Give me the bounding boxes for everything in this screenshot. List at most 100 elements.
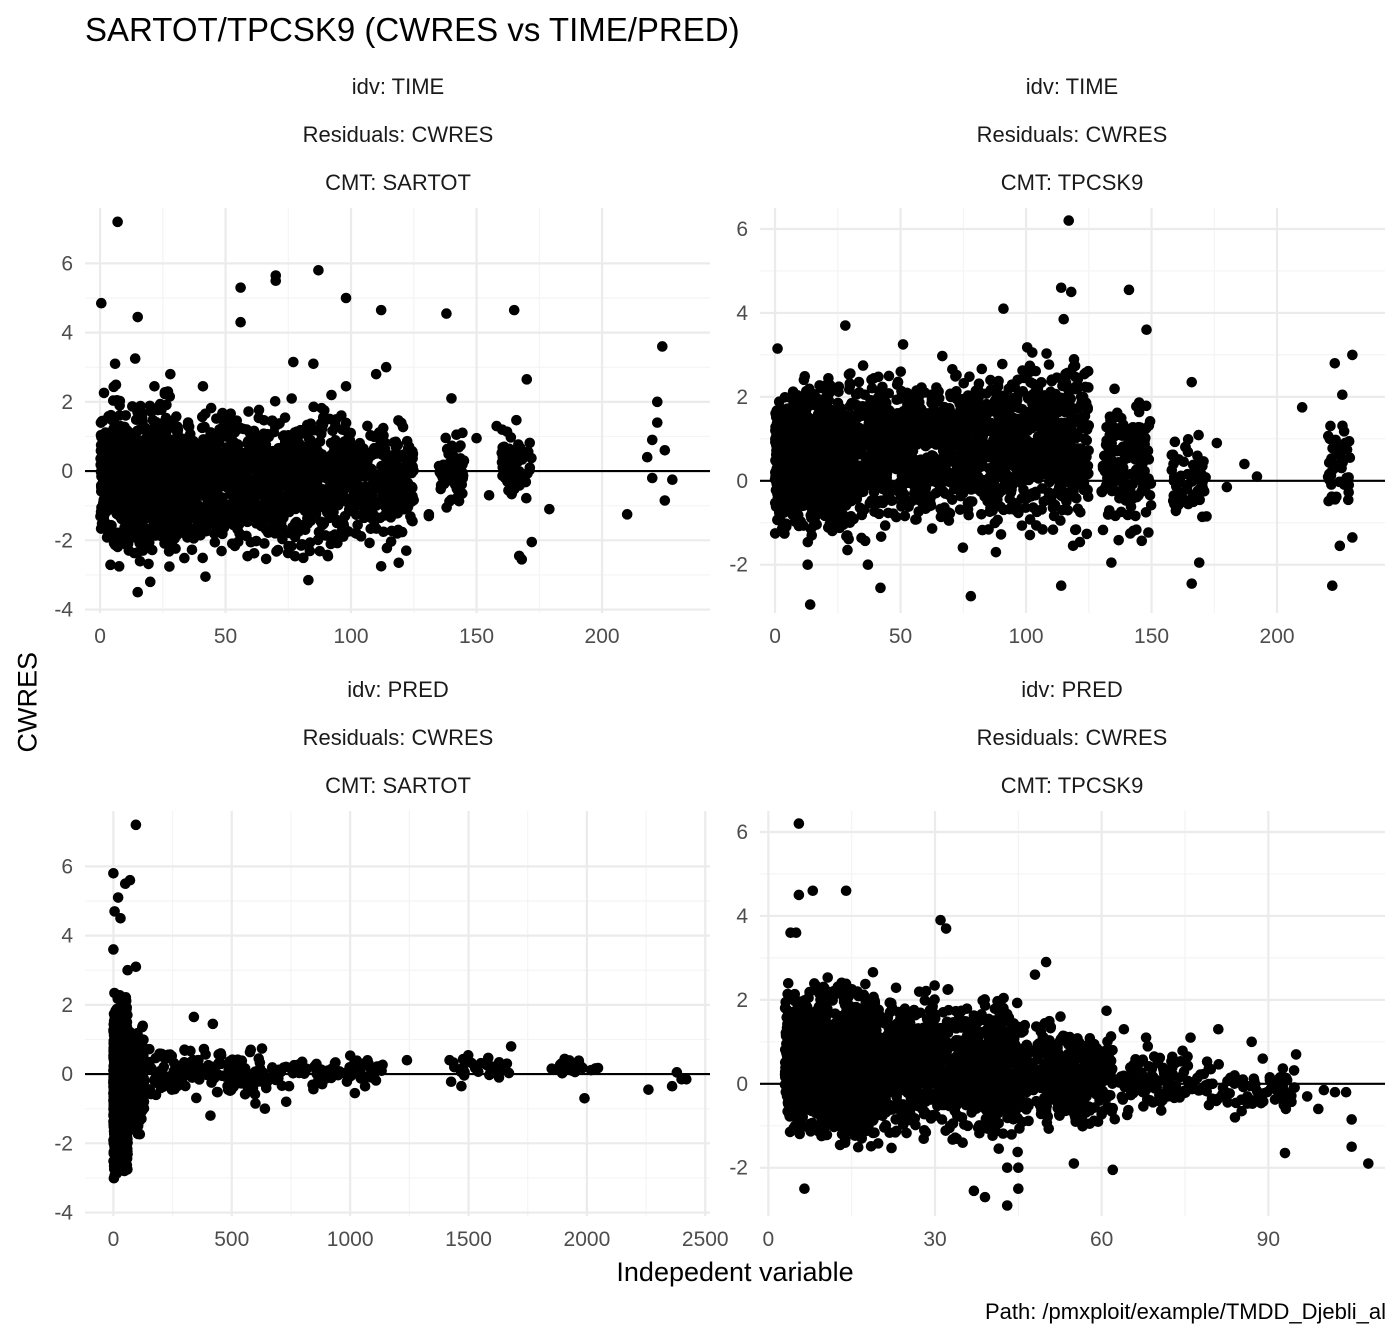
data-point [253,404,265,416]
data-point [985,417,996,429]
data-point [985,374,996,386]
data-point [793,394,804,405]
data-point [385,536,397,547]
data-point [144,454,155,465]
x-tick-label: 100 [334,625,369,648]
data-point [191,499,203,511]
data-point [283,429,294,441]
points-layer [95,216,678,598]
data-point [514,480,525,491]
data-point [779,391,791,403]
data-point [211,438,223,450]
data-point [870,495,882,507]
x-tick-label: 0 [769,625,781,648]
data-point [225,488,236,500]
data-point [651,417,663,428]
data-point [881,420,893,432]
data-point [802,397,813,409]
data-point [866,382,878,394]
data-point [400,545,412,556]
data-point [224,415,235,426]
data-point [219,451,231,463]
data-point [516,554,528,565]
data-point [846,422,858,434]
data-point [95,453,106,464]
data-point [977,524,988,536]
data-point [816,382,828,394]
data-point [953,464,964,476]
data-point [975,416,987,428]
data-point [641,451,653,463]
data-point [859,535,871,547]
data-point [1016,520,1028,531]
data-point [149,380,160,392]
data-point [621,509,633,520]
data-point [824,484,835,496]
data-point [171,529,183,541]
data-point [1038,396,1050,408]
data-point [375,560,387,572]
data-point [297,475,308,487]
data-point [842,544,853,556]
data-point [911,385,922,396]
data-point [508,304,520,316]
data-point [397,421,409,433]
data-point [1060,492,1072,504]
data-point [799,452,811,463]
data-point [178,491,190,502]
data-point [984,487,995,499]
data-point [836,449,848,461]
data-point [1081,528,1093,540]
data-point [964,496,976,507]
data-point [659,495,671,506]
data-point [805,420,816,432]
data-point [253,412,265,424]
data-point [999,429,1011,441]
data-point [218,499,230,511]
data-point [100,442,111,454]
data-point [260,446,271,457]
data-point [1047,524,1059,536]
data-point [189,441,201,452]
data-point [451,429,462,441]
data-point [772,426,783,438]
data-point [270,486,281,498]
data-point [1010,451,1022,462]
data-point [352,519,363,531]
data-point [116,499,128,511]
data-point [197,552,209,564]
data-point [961,427,973,439]
data-point [127,401,138,412]
data-point [928,418,939,430]
data-point [293,526,305,537]
data-point [877,381,888,393]
data-point [873,371,884,383]
data-point [797,413,808,424]
data-point [1034,458,1046,469]
data-point [113,532,124,544]
data-point [363,485,375,497]
data-point [954,398,966,410]
data-point [1071,492,1082,504]
data-point [384,492,395,504]
data-point [310,474,322,486]
data-point [815,491,827,503]
data-point [773,493,785,505]
data-point [1050,388,1061,400]
data-point [249,480,261,492]
data-point [1051,372,1063,383]
data-point [290,488,302,499]
data-point [338,436,350,448]
data-point [883,370,895,382]
data-point [408,494,420,506]
data-point [524,437,536,449]
data-point [845,368,856,379]
panel1-strip-residuals: Residuals: CWRES [302,122,494,147]
data-point [305,434,316,446]
data-point [113,561,125,572]
data-point [179,552,190,564]
data-point [825,454,837,465]
data-point [788,465,800,477]
data-point [367,447,379,459]
data-point [348,494,360,506]
